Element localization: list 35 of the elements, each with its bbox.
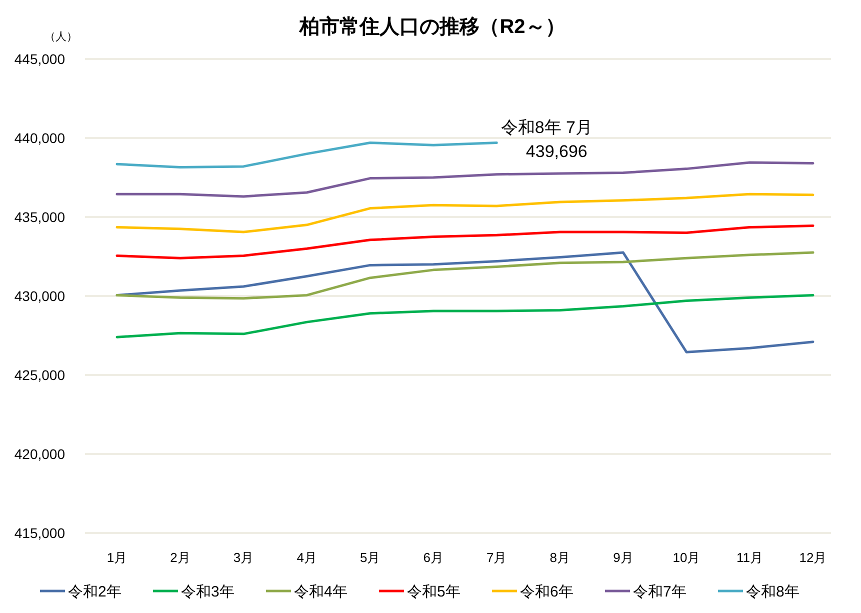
y-tick-label: 445,000	[14, 50, 66, 67]
legend-label: 令和4年	[294, 583, 348, 600]
legend-label: 令和6年	[520, 583, 574, 600]
y-tick-label: 420,000	[14, 446, 66, 462]
line-series	[116, 141, 498, 168]
line-series	[116, 192, 814, 234]
x-tick-label: 10月	[672, 550, 700, 565]
legend-label: 令和7年	[633, 583, 686, 600]
line-series	[116, 251, 814, 300]
x-tick-label: 4月	[296, 550, 317, 565]
y-axis-title: （人）	[44, 31, 78, 43]
legend-label: 令和5年	[407, 583, 460, 600]
y-tick-label: 430,000	[14, 288, 66, 304]
y-tick-label: 425,000	[14, 366, 66, 383]
x-tick-label: 9月	[613, 550, 634, 565]
chart-title: 柏市常住人口の推移（R2～）	[298, 15, 566, 38]
line-series	[116, 224, 814, 260]
y-tick-label: 415,000	[14, 524, 66, 541]
line-series	[116, 161, 814, 198]
x-tick-label: 11月	[736, 550, 763, 565]
x-tick-label: 1月	[106, 550, 128, 565]
x-tick-label: 6月	[423, 550, 444, 565]
x-tick-label: 12月	[799, 550, 827, 565]
x-tick-label: 2月	[170, 550, 190, 565]
y-tick-label: 435,000	[14, 208, 66, 225]
x-tick-label: 3月	[233, 550, 254, 565]
x-tick-label: 7月	[486, 550, 507, 565]
legend-label: 令和3年	[181, 583, 234, 600]
x-tick-label: 8月	[550, 550, 570, 565]
annotation: 令和8年 7月 439,696	[500, 118, 592, 161]
y-tick-label: 440,000	[14, 130, 66, 146]
legend-label: 令和8年	[746, 583, 800, 600]
line-series	[116, 294, 814, 338]
legend-label: 令和2年	[68, 583, 122, 600]
x-tick-label: 5月	[360, 550, 380, 565]
